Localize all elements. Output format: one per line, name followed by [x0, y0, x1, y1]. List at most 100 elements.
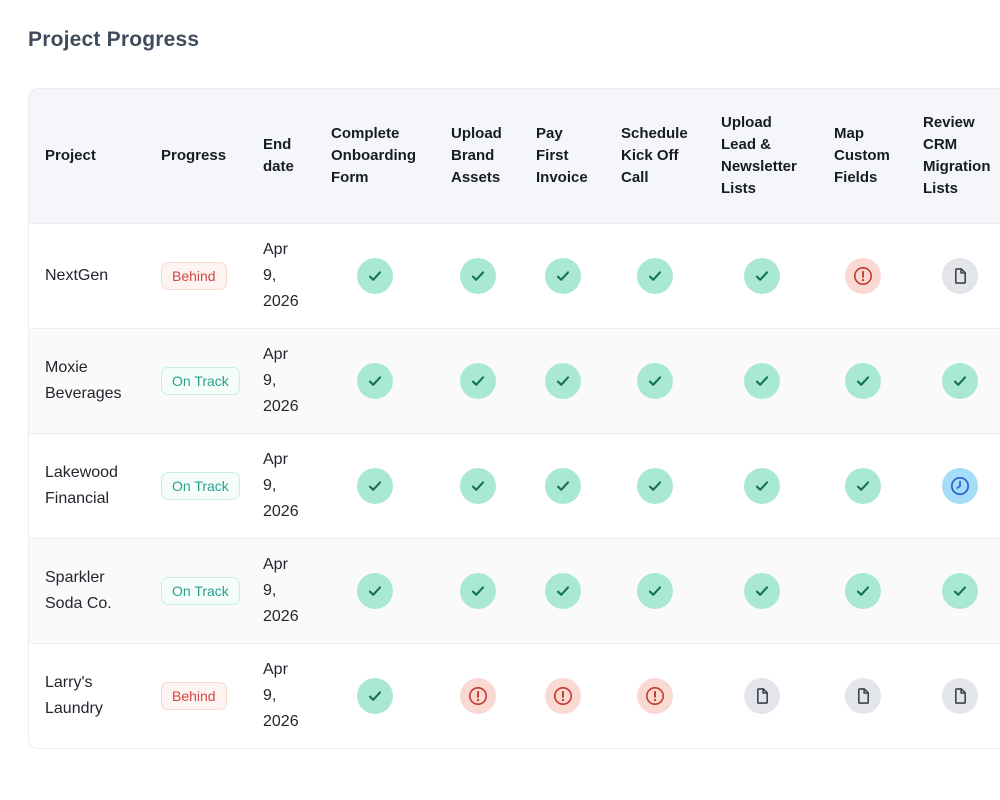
check-icon[interactable]	[743, 258, 780, 294]
task-status-cell	[315, 538, 435, 643]
table-row: Lakewood Financial On Track Apr 9, 2026	[29, 433, 1000, 538]
check-icon[interactable]	[459, 468, 496, 504]
project-name: Moxie Beverages	[29, 328, 145, 433]
status-badge: On Track	[161, 367, 240, 395]
table-row: NextGen Behind Apr 9, 2026	[29, 223, 1000, 328]
task-status-cell	[705, 538, 818, 643]
check-icon[interactable]	[357, 258, 393, 294]
task-status-cell	[907, 643, 1000, 748]
column-header-project: Project	[29, 89, 145, 223]
progress-cell: Behind	[145, 643, 247, 748]
task-status-cell	[520, 433, 605, 538]
document-icon[interactable]	[942, 258, 978, 294]
status-badge: On Track	[161, 472, 240, 500]
column-header-task-pay-first-invoice: Pay First Invoice	[520, 89, 605, 223]
column-header-task-upload-lead-newsletter-lists: Upload Lead & Newsletter Lists	[705, 89, 818, 223]
check-icon[interactable]	[544, 363, 581, 399]
task-status-cell	[605, 643, 705, 748]
column-header-task-complete-onboarding-form: Complete Onboarding Form	[315, 89, 435, 223]
task-status-cell	[818, 643, 907, 748]
task-status-cell	[818, 433, 907, 538]
check-icon[interactable]	[844, 363, 881, 399]
task-status-cell	[520, 223, 605, 328]
task-status-cell	[520, 538, 605, 643]
status-badge: Behind	[161, 682, 227, 710]
task-status-cell	[520, 328, 605, 433]
progress-cell: On Track	[145, 433, 247, 538]
task-status-cell	[907, 223, 1000, 328]
check-icon[interactable]	[743, 363, 780, 399]
table-header-row: Project Progress End date Complete Onboardi…	[29, 89, 1000, 223]
project-name: Sparkler Soda Co.	[29, 538, 145, 643]
table-row: Moxie Beverages On Track Apr 9, 2026	[29, 328, 1000, 433]
check-icon[interactable]	[459, 573, 496, 609]
project-name: Larry's Laundry	[29, 643, 145, 748]
task-status-cell	[315, 643, 435, 748]
clock-icon[interactable]	[942, 468, 978, 504]
task-status-cell	[315, 433, 435, 538]
table-row: Larry's Laundry Behind Apr 9, 2026	[29, 643, 1000, 748]
check-icon[interactable]	[459, 363, 496, 399]
project-name: NextGen	[29, 223, 145, 328]
check-icon[interactable]	[357, 678, 393, 714]
progress-cell: Behind	[145, 223, 247, 328]
end-date: Apr 9, 2026	[247, 433, 315, 538]
task-status-cell	[705, 223, 818, 328]
document-icon[interactable]	[743, 678, 780, 714]
column-header-end-date: End date	[247, 89, 315, 223]
task-status-cell	[705, 328, 818, 433]
check-icon[interactable]	[637, 468, 673, 504]
column-header-task-schedule-kick-off-call: Schedule Kick Off Call	[605, 89, 705, 223]
check-icon[interactable]	[357, 363, 393, 399]
column-header-task-upload-brand-assets: Upload Brand Assets	[435, 89, 520, 223]
task-status-cell	[818, 538, 907, 643]
task-status-cell	[435, 538, 520, 643]
task-status-cell	[435, 223, 520, 328]
alert-icon[interactable]	[637, 678, 673, 714]
progress-cell: On Track	[145, 538, 247, 643]
check-icon[interactable]	[544, 573, 581, 609]
table-row: Sparkler Soda Co. On Track Apr 9, 2026	[29, 538, 1000, 643]
task-status-cell	[605, 328, 705, 433]
task-status-cell	[605, 223, 705, 328]
check-icon[interactable]	[844, 468, 881, 504]
project-progress-card: Project Progress End date Complete Onboardi…	[28, 88, 1000, 749]
check-icon[interactable]	[942, 573, 978, 609]
task-status-cell	[605, 433, 705, 538]
task-status-cell	[315, 328, 435, 433]
end-date: Apr 9, 2026	[247, 328, 315, 433]
task-status-cell	[907, 538, 1000, 643]
status-badge: On Track	[161, 577, 240, 605]
alert-icon[interactable]	[544, 678, 581, 714]
task-status-cell	[605, 538, 705, 643]
project-name: Lakewood Financial	[29, 433, 145, 538]
check-icon[interactable]	[357, 573, 393, 609]
check-icon[interactable]	[942, 363, 978, 399]
check-icon[interactable]	[637, 258, 673, 294]
check-icon[interactable]	[844, 573, 881, 609]
check-icon[interactable]	[357, 468, 393, 504]
task-status-cell	[907, 433, 1000, 538]
check-icon[interactable]	[743, 573, 780, 609]
task-status-cell	[435, 433, 520, 538]
column-header-task-review-crm-migration-lists: Review CRM Migration Lists	[907, 89, 1000, 223]
check-icon[interactable]	[544, 258, 581, 294]
end-date: Apr 9, 2026	[247, 643, 315, 748]
column-header-progress: Progress	[145, 89, 247, 223]
status-badge: Behind	[161, 262, 227, 290]
check-icon[interactable]	[637, 573, 673, 609]
alert-icon[interactable]	[459, 678, 496, 714]
progress-cell: On Track	[145, 328, 247, 433]
document-icon[interactable]	[844, 678, 881, 714]
check-icon[interactable]	[459, 258, 496, 294]
check-icon[interactable]	[637, 363, 673, 399]
check-icon[interactable]	[544, 468, 581, 504]
check-icon[interactable]	[743, 468, 780, 504]
column-header-task-map-custom-fields: Map Custom Fields	[818, 89, 907, 223]
end-date: Apr 9, 2026	[247, 538, 315, 643]
alert-icon[interactable]	[844, 258, 881, 294]
task-status-cell	[818, 223, 907, 328]
document-icon[interactable]	[942, 678, 978, 714]
task-status-cell	[907, 328, 1000, 433]
page-title: Project Progress	[28, 28, 200, 51]
